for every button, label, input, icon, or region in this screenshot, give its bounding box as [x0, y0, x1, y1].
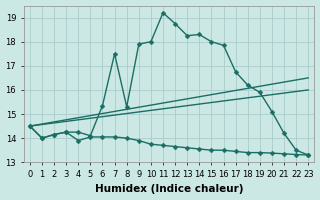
X-axis label: Humidex (Indice chaleur): Humidex (Indice chaleur): [95, 184, 243, 194]
